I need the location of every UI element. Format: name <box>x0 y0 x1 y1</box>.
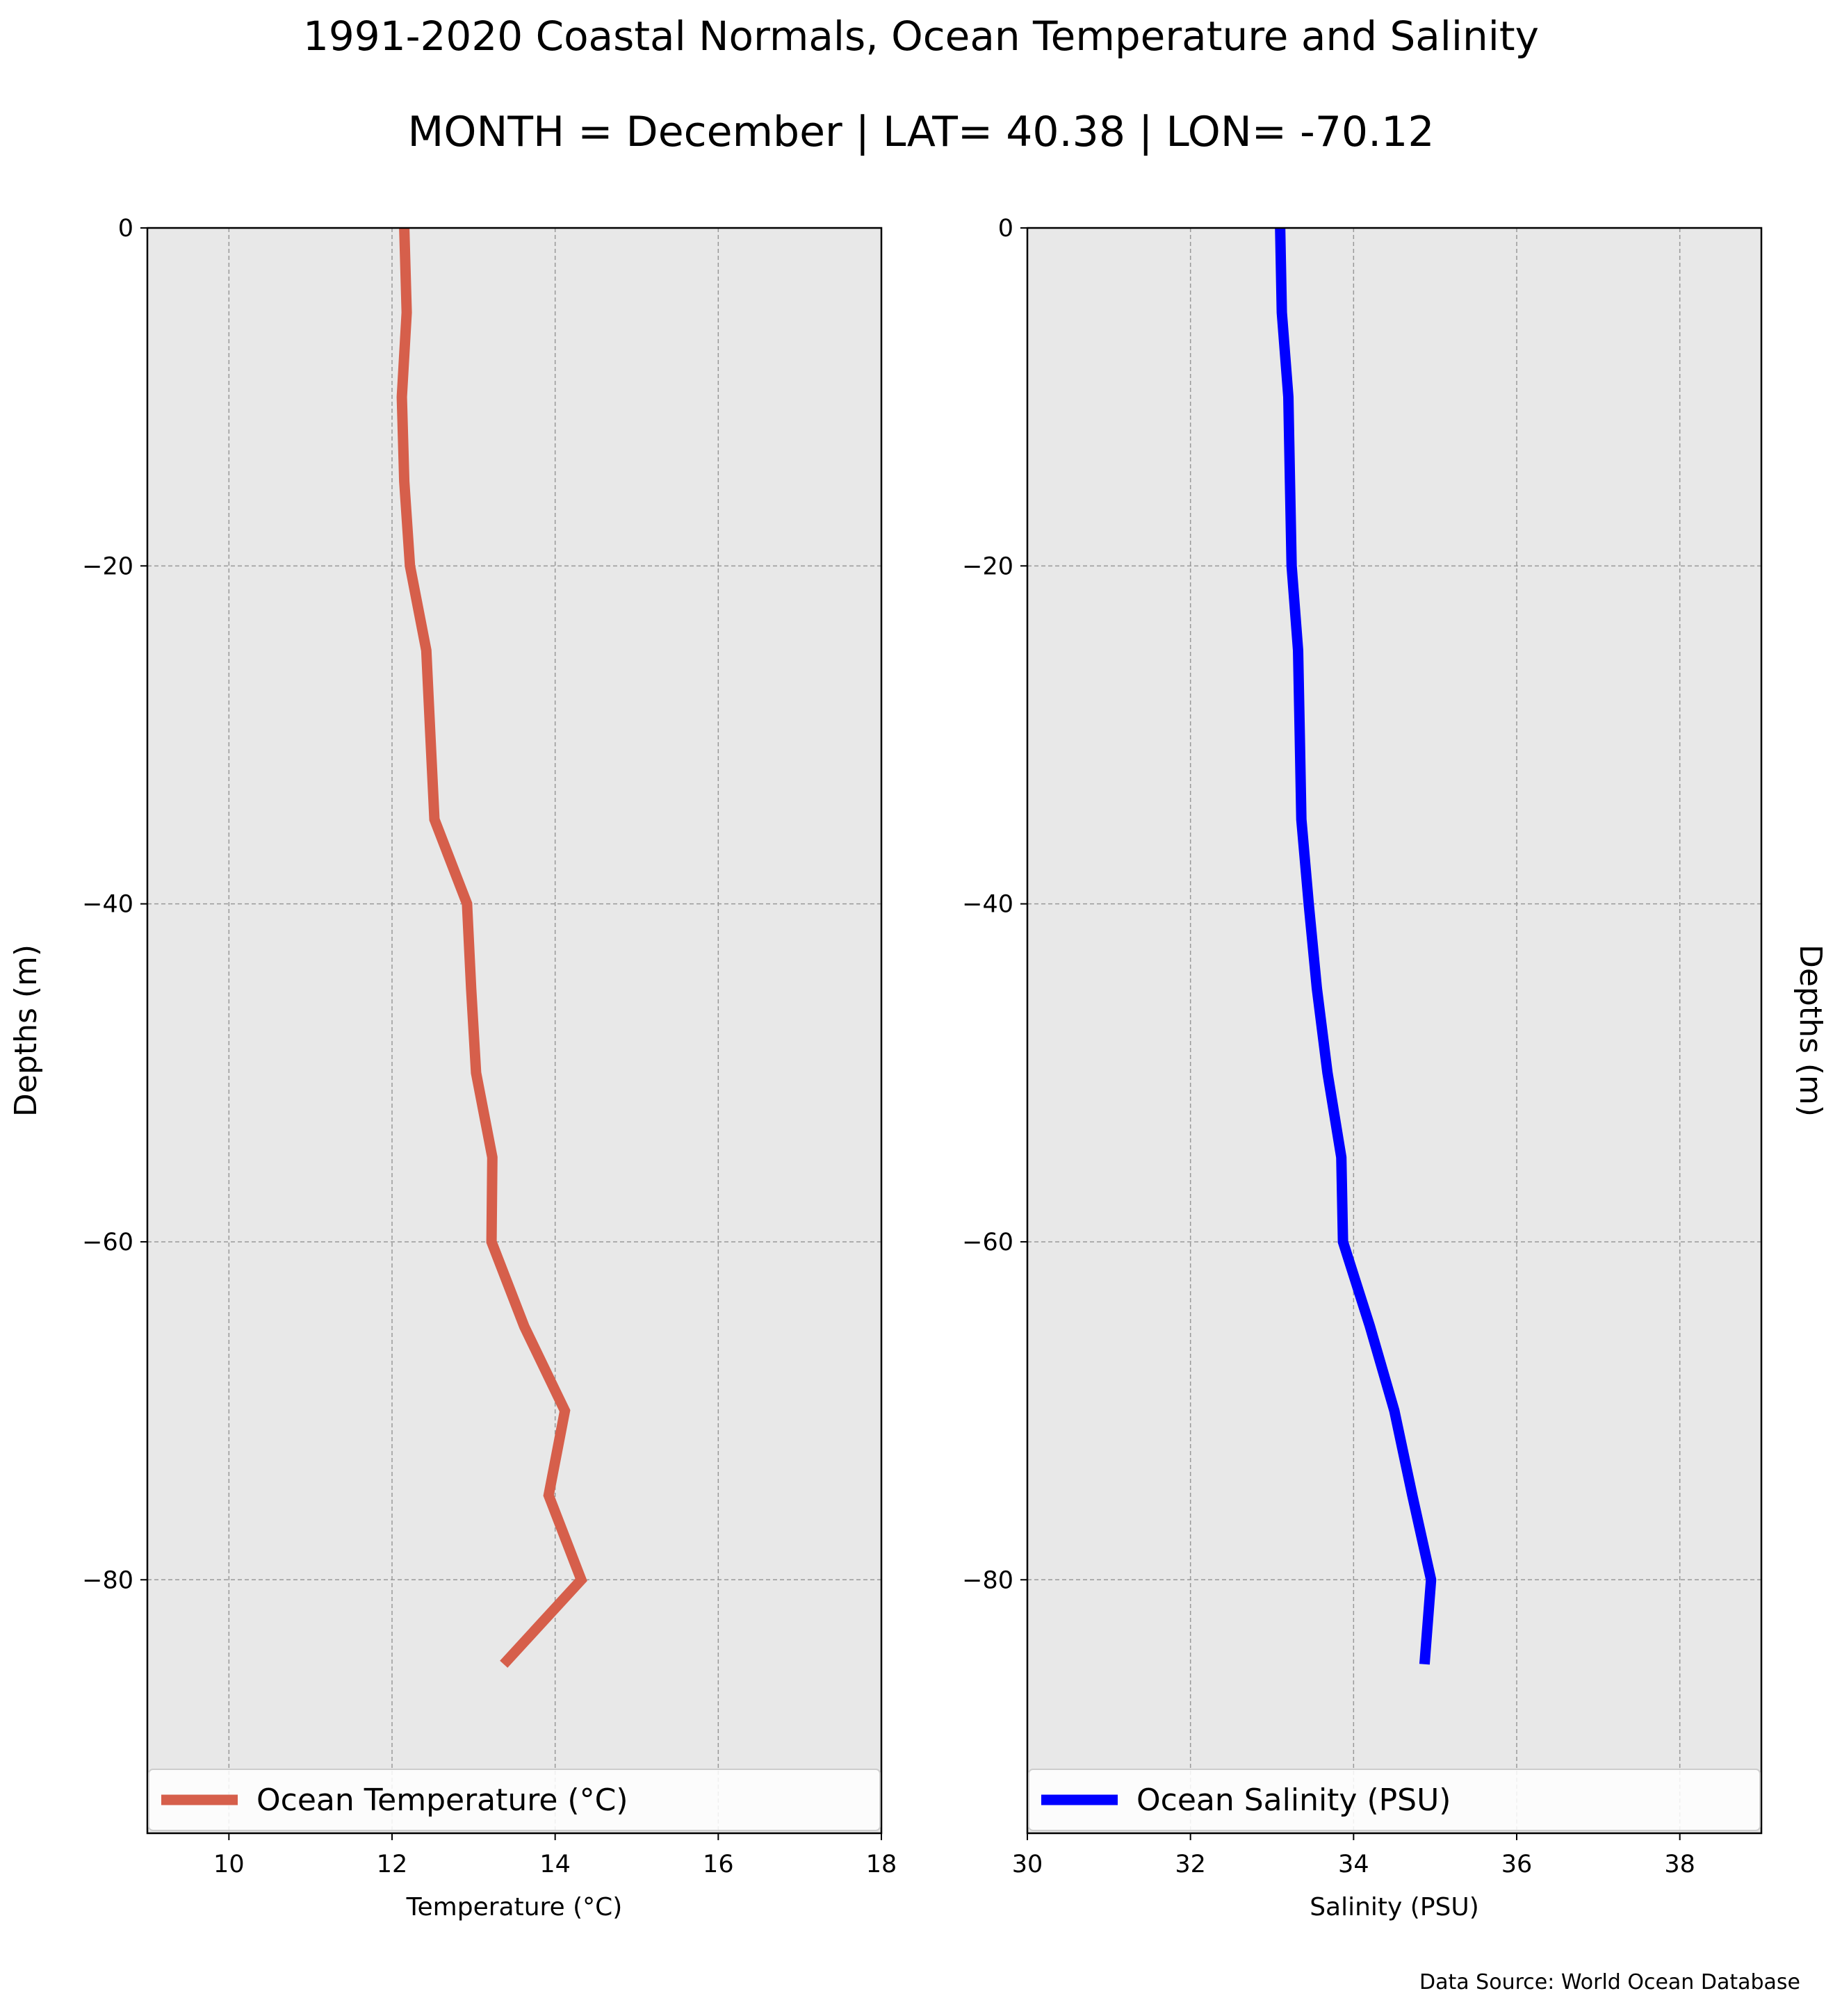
sal-legend-label: Ocean Salinity (PSU) <box>1136 1783 1451 1818</box>
sal-axes-frame <box>1026 227 1763 1835</box>
sal-y-axis-label: Depths (m) <box>1793 944 1828 1117</box>
temp-legend-label: Ocean Temperature (°C) <box>256 1783 628 1818</box>
sal-x-tick-label: 32 <box>1175 1851 1206 1878</box>
temp-series-line <box>396 227 587 1668</box>
temp-y-axis-label: Depths (m) <box>8 944 44 1117</box>
sal-plot-area <box>1027 228 1761 1833</box>
sal-y-tick-label: −60 <box>962 1229 1013 1256</box>
sal-y-tick-label: 0 <box>998 215 1013 243</box>
temp-legend-box <box>148 1769 881 1831</box>
temp-y-tick-label: 0 <box>118 215 133 243</box>
sal-series-line <box>1275 227 1437 1665</box>
chart-subtitle: MONTH = December | LAT= 40.38 | LON= -70… <box>407 108 1434 156</box>
temp-x-tick-label: 16 <box>703 1851 734 1878</box>
sal-y-tick-label: −20 <box>962 552 1013 580</box>
temp-y-tick-label: −80 <box>82 1566 133 1594</box>
temp-plot-area <box>147 228 881 1833</box>
sal-legend-box <box>1028 1769 1761 1831</box>
temp-axes-frame <box>146 227 883 1835</box>
temp-legend: Ocean Temperature (°C) <box>148 1769 881 1831</box>
temp-x-tick-label: 12 <box>377 1851 408 1878</box>
sal-y-tick-label: −40 <box>962 891 1013 919</box>
temp-y-tick-label: −40 <box>82 891 133 919</box>
temperature-panel: 10 12 14 16 18 0 −20 −40 −60 −80 Temperature (°C) D… <box>8 215 897 1921</box>
temp-y-tick-label: −60 <box>82 1229 133 1256</box>
sal-x-tick-label: 38 <box>1664 1851 1695 1878</box>
temp-y-tick-label: −20 <box>82 552 133 580</box>
sal-x-tick-label: 30 <box>1012 1851 1043 1878</box>
sal-legend: Ocean Salinity (PSU) <box>1028 1769 1761 1831</box>
salinity-panel: 30 32 34 36 38 0 −20 −40 −60 −80 Salinity (PSU) Dep… <box>962 215 1828 1921</box>
temp-x-tick-label: 18 <box>866 1851 897 1878</box>
chart-title: 1991-2020 Coastal Normals, Ocean Tempera… <box>303 13 1539 60</box>
sal-x-tick-label: 36 <box>1501 1851 1533 1878</box>
temp-x-tick-label: 14 <box>539 1851 571 1878</box>
sal-x-axis-label: Salinity (PSU) <box>1310 1893 1479 1921</box>
data-source-note: Data Source: World Ocean Database <box>1419 1970 1800 1994</box>
sal-y-tick-label: −80 <box>962 1566 1013 1594</box>
temp-x-axis-label: Temperature (°C) <box>406 1893 623 1921</box>
sal-x-tick-label: 34 <box>1338 1851 1369 1878</box>
temp-x-tick-label: 10 <box>213 1851 245 1878</box>
